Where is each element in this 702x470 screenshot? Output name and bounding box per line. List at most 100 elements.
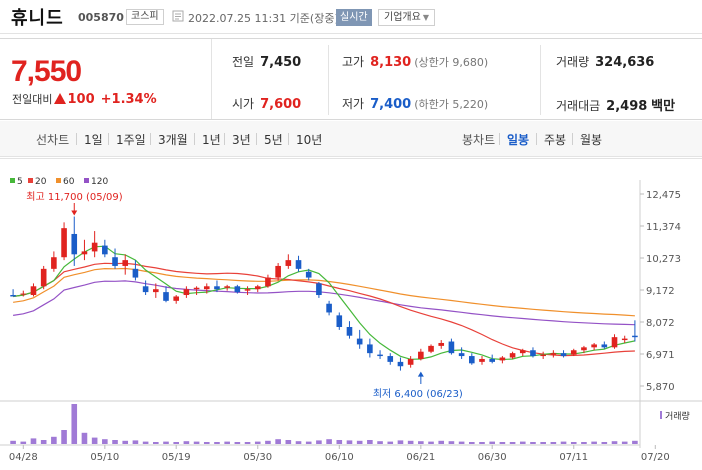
candle-body: [40, 268, 47, 287]
open-cell: 시가 7,600: [232, 95, 301, 112]
x-tick-label: 05/30: [243, 452, 272, 463]
candle-body: [30, 286, 37, 296]
trade-value-cell: 거래대금 2,498 백만: [556, 95, 675, 114]
tab-candle-chart[interactable]: 봉차트: [462, 133, 496, 147]
divider: [328, 45, 329, 115]
tab-1-year[interactable]: 1년: [202, 133, 221, 147]
tab-3-months[interactable]: 3개월: [158, 133, 188, 147]
tab-daily[interactable]: 일봉: [507, 133, 530, 147]
company-overview-label: 기업개요: [384, 12, 421, 23]
trade-value-label: 거래대금: [556, 99, 601, 113]
tab-5-years[interactable]: 5년: [264, 133, 283, 147]
chart-period-tabs: 선차트 1일 1주일 3개월 1년 3년 5년 10년 봉차트 일봉 주봉 월봉: [0, 121, 702, 157]
x-tick-label: 07/11: [559, 452, 588, 463]
volume-bar: [448, 441, 455, 444]
tab-weekly[interactable]: 주봉: [544, 133, 567, 147]
tab-10-years[interactable]: 10년: [296, 133, 323, 147]
tab-1-day[interactable]: 1일: [84, 133, 103, 147]
volume-bar: [387, 441, 394, 444]
volume-bar: [397, 440, 404, 444]
volume-bar: [356, 440, 363, 444]
volume-bar: [519, 441, 526, 444]
volume-bar: [560, 441, 567, 444]
candle-body: [265, 277, 271, 287]
volume-bar: [61, 430, 67, 444]
candle-body: [81, 251, 88, 255]
legend-label: 60: [63, 177, 75, 187]
candle-body: [407, 358, 414, 365]
candle-body: [91, 242, 98, 252]
volume-bar: [265, 440, 271, 444]
volume-bar: [20, 441, 27, 444]
chevron-down-icon: ▼: [422, 13, 429, 22]
stock-chart: 12,475 11,374 10,273 9,172 8,072 6,971 5,870 04…: [0, 158, 702, 470]
candle-body: [20, 293, 27, 295]
candle-body: [183, 289, 190, 296]
candle-body: [193, 287, 200, 290]
prev-close-cell: 전일 7,450: [232, 53, 301, 70]
low-value: 7,400: [370, 97, 412, 112]
candle-body: [489, 358, 495, 362]
candle-body: [316, 283, 322, 296]
volume-bar: [214, 442, 220, 444]
volume-bar: [163, 441, 169, 444]
prev-close-label: 전일: [232, 55, 255, 69]
tab-3-years[interactable]: 3년: [232, 133, 251, 147]
volume-bar: [224, 441, 230, 444]
volume-cell: 거래량 324,636: [556, 53, 654, 70]
volume-label: 거래량: [556, 55, 590, 69]
current-price: 7,550: [11, 55, 82, 88]
volume-bar: [326, 439, 332, 444]
candle-body: [530, 350, 536, 357]
upper-limit: (상한가 9,680): [414, 56, 489, 69]
tab-separator: [76, 133, 77, 145]
open-label: 시가: [232, 97, 255, 111]
x-tick-label: 07/20: [641, 452, 670, 463]
tab-1-week[interactable]: 1주일: [116, 133, 146, 147]
candle-body: [469, 356, 475, 364]
tab-line-chart[interactable]: 선차트: [36, 133, 70, 147]
volume-bar: [418, 441, 424, 444]
candle-body: [234, 286, 241, 293]
candle-body: [326, 303, 332, 313]
volume-bar: [407, 440, 414, 444]
high-value: 8,130: [370, 55, 412, 70]
candle-body: [540, 354, 546, 357]
y-tick-label: 9,172: [646, 286, 675, 297]
volume-bar: [591, 441, 597, 444]
candle-body: [51, 257, 57, 269]
candle-body: [367, 344, 373, 354]
volume-value: 324,636: [595, 55, 655, 70]
x-tick-label: 04/28: [9, 452, 38, 463]
candle-body: [112, 257, 118, 266]
volume-bar: [153, 442, 159, 444]
candle-body: [203, 286, 210, 290]
volume-bar: [10, 440, 16, 444]
candle-body: [153, 289, 159, 293]
candle-body: [397, 361, 404, 367]
max-annotation: 최고 11,700 (05/09): [26, 191, 122, 203]
volume-bar: [509, 442, 516, 444]
candle-body: [560, 353, 567, 357]
x-tick-label: 06/30: [478, 452, 507, 463]
trade-value-unit: 백만: [651, 99, 676, 114]
candle-body: [122, 260, 129, 266]
volume-bar: [91, 437, 98, 444]
candle-body: [336, 315, 343, 327]
candle-body: [581, 347, 587, 351]
company-overview-button[interactable]: 기업개요 ▼: [378, 9, 435, 26]
tab-monthly[interactable]: 월봉: [580, 133, 603, 147]
volume-bar: [203, 442, 210, 444]
candle-body: [438, 342, 445, 346]
candle-body: [346, 326, 353, 336]
volume-bar: [621, 441, 628, 444]
volume-bar: [601, 442, 608, 444]
candle-body: [509, 353, 516, 358]
candle-body: [499, 357, 506, 361]
candle-body: [61, 228, 67, 258]
candle-body: [611, 337, 618, 348]
y-tick-label: 8,072: [646, 318, 675, 329]
candle-body: [621, 338, 628, 341]
candle-body: [173, 296, 179, 301]
candle-body: [458, 353, 465, 357]
